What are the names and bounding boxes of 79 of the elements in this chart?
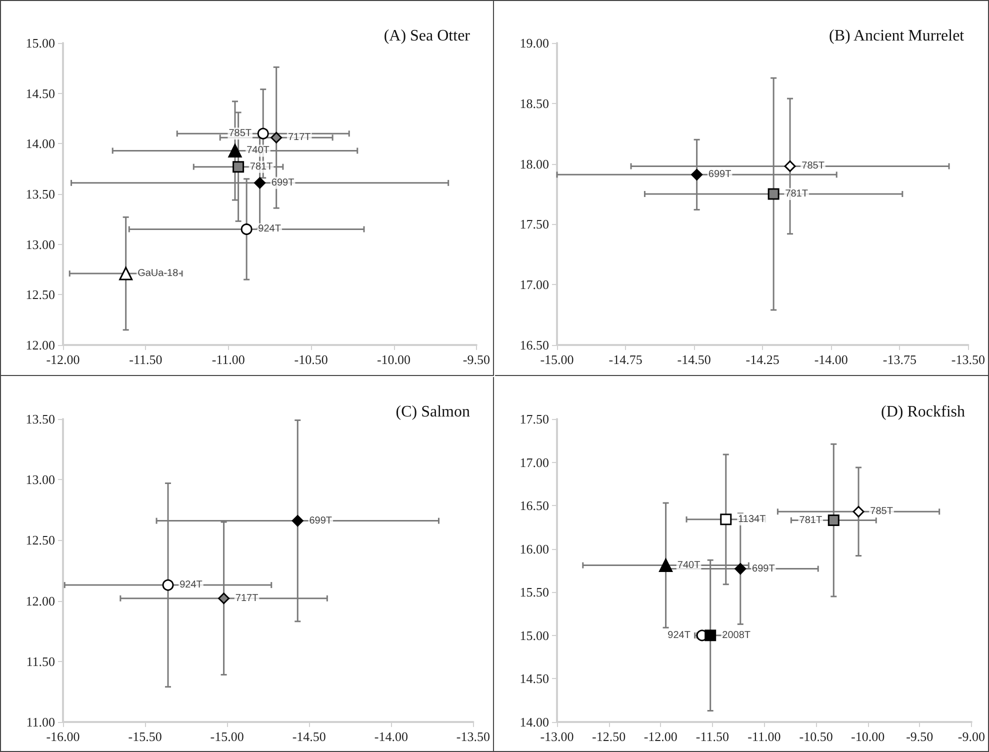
y-tick-label: 17.00	[520, 277, 549, 292]
series-label: 699T	[752, 563, 775, 574]
series-label: 781T	[250, 161, 273, 172]
y-tick-label: 11.50	[26, 654, 55, 669]
x-tick-label: -14.00	[374, 729, 408, 744]
series-label: 781T	[799, 514, 822, 526]
y-tick-label: 12.50	[26, 287, 55, 302]
y-tick-label: 13.50	[26, 412, 55, 426]
x-tick-label: -14.50	[292, 729, 326, 744]
x-tick-label: -14.50	[677, 352, 711, 367]
series-label: 785T	[228, 128, 252, 140]
series-label: 785T	[870, 506, 893, 518]
y-tick-label: 13.50	[26, 186, 55, 202]
series-label: 699T	[708, 169, 732, 180]
x-tick-label: -11.50	[129, 352, 162, 367]
x-tick-label: -12.50	[592, 729, 626, 744]
x-tick-label: -15.00	[210, 729, 244, 744]
series-label: 1134T	[738, 514, 766, 525]
series-label: 740T	[246, 145, 270, 156]
y-tick-label: 12.00	[26, 593, 55, 608]
series-label: 781T	[785, 188, 808, 200]
series-label: GaUa-18	[138, 268, 179, 280]
x-tick-label: -10.50	[294, 352, 328, 367]
y-tick-label: 17.00	[520, 454, 549, 470]
x-tick-label: -9.50	[462, 352, 490, 367]
x-tick-label: -14.00	[814, 352, 848, 367]
series-label: 699T	[309, 515, 332, 526]
y-tick-label: 18.50	[520, 96, 549, 111]
y-tick-label: 14.50	[520, 671, 549, 686]
x-tick-label: -15.00	[540, 352, 574, 367]
y-tick-label: 13.00	[26, 236, 55, 252]
y-tick-label: 13.00	[26, 472, 55, 488]
chart-title: (A) Sea Otter	[384, 28, 471, 44]
y-tick-label: 12.00	[26, 338, 55, 352]
x-tick-label: -12.00	[644, 729, 678, 744]
series-label: 699T	[271, 177, 294, 188]
y-tick-label: 16.50	[520, 498, 549, 514]
x-tick-label: -10.00	[851, 729, 885, 744]
y-tick-label: 18.00	[520, 156, 549, 172]
x-tick-label: -13.50	[456, 729, 490, 744]
y-tick-label: 15.50	[520, 584, 549, 600]
x-tick-label: -12.00	[46, 352, 80, 367]
x-tick-label: -11.50	[696, 729, 729, 744]
y-tick-label: 14.00	[520, 714, 549, 730]
series-label: 924T	[180, 580, 202, 591]
x-tick-label: -16.00	[46, 729, 80, 744]
y-tick-label: 15.00	[520, 628, 549, 643]
x-tick-label: -13.75	[882, 352, 916, 367]
x-tick-label: -9.00	[958, 729, 986, 744]
y-tick-label: 19.00	[520, 36, 549, 50]
series-label: 717T	[288, 132, 311, 144]
x-tick-label: -14.25	[746, 352, 780, 367]
chart-title: (C) Salmon	[396, 404, 470, 420]
y-tick-label: 14.50	[26, 86, 55, 101]
x-tick-label: -13.50	[951, 352, 986, 367]
x-tick-label: -10.00	[376, 352, 411, 367]
series-label: 717T	[235, 592, 258, 604]
series-label: 924T	[668, 630, 690, 641]
x-tick-label: -9.50	[906, 729, 934, 744]
x-tick-label: -10.50	[799, 729, 833, 744]
y-tick-label: 15.00	[26, 36, 55, 50]
series-label: 740T	[677, 560, 700, 571]
chart-title: (D) Rockfish	[881, 404, 965, 420]
y-tick-label: 16.50	[520, 338, 549, 352]
y-tick-label: 12.50	[26, 532, 55, 548]
y-tick-label: 17.50	[520, 216, 549, 232]
x-tick-label: -13.00	[540, 729, 574, 744]
y-tick-label: 14.00	[26, 136, 55, 152]
x-tick-label: -11.00	[748, 729, 781, 744]
y-tick-label: 11.00	[26, 714, 55, 730]
series-label: 924T	[258, 224, 281, 235]
series-label: 785T	[802, 160, 824, 172]
chart-title: (B) Ancient Murrelet	[829, 28, 965, 44]
x-tick-label: -11.00	[212, 352, 245, 367]
x-tick-label: -15.50	[128, 729, 162, 744]
y-tick-label: 16.00	[520, 541, 549, 556]
y-tick-label: 17.50	[520, 412, 549, 426]
x-tick-label: -14.75	[608, 352, 642, 367]
series-label: 2008T	[722, 630, 751, 641]
